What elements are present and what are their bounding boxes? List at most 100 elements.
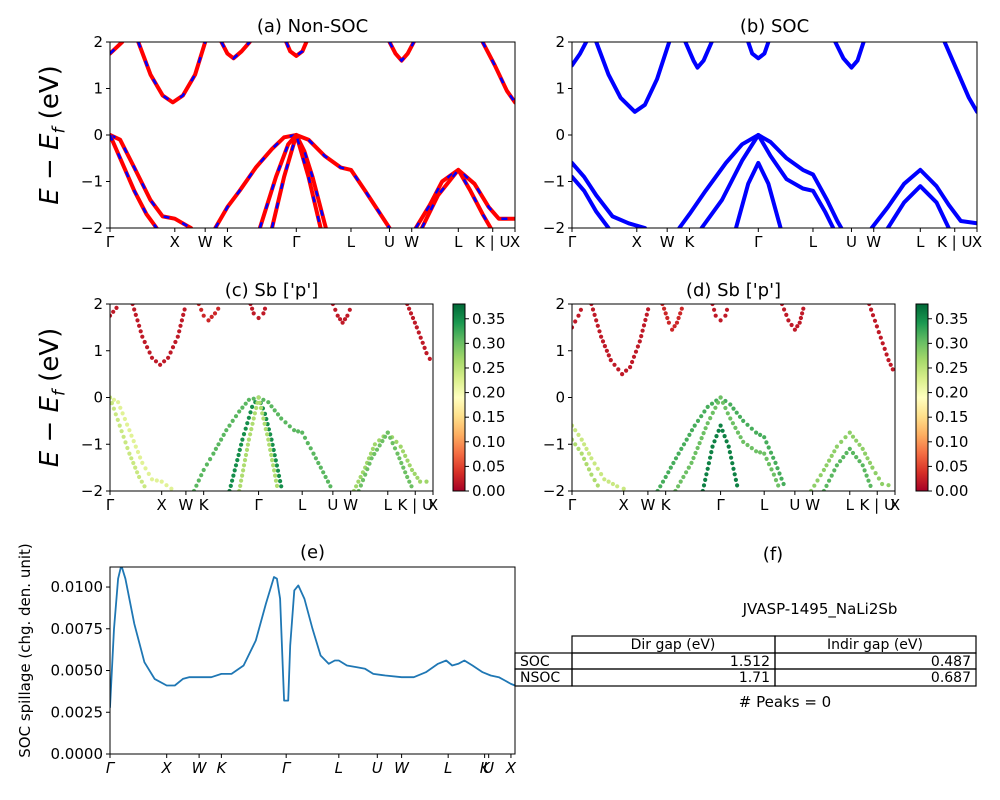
projected-band-point: [582, 456, 587, 461]
y-tick-label: 1: [555, 342, 565, 360]
projected-band-point: [139, 479, 144, 484]
projected-band-point: [776, 483, 781, 488]
y-tick-label: −2: [81, 219, 103, 237]
projected-band-point: [125, 445, 130, 451]
x-tick-label: Γ: [568, 233, 577, 251]
colorbar-tick-label: 0.30: [472, 334, 505, 352]
y-tick-label: −1: [543, 173, 565, 191]
projected-band-point: [118, 405, 123, 410]
x-tick-label: L: [809, 233, 818, 251]
projected-band-point: [394, 439, 399, 444]
projected-band-point: [850, 450, 856, 456]
projected-band-point: [666, 320, 672, 325]
projected-band-point: [313, 456, 318, 461]
projected-band-point: [399, 460, 404, 466]
projected-band-point: [884, 352, 889, 357]
projected-band-point: [272, 453, 277, 458]
projected-band-point: [287, 424, 292, 429]
projected-band-point: [241, 468, 246, 473]
projected-band-point: [608, 358, 613, 363]
projected-band-point: [232, 468, 237, 473]
y-tick-label: 0.0100: [51, 578, 104, 596]
projected-band-point: [263, 427, 268, 432]
projected-band-point: [628, 365, 633, 370]
band-line-dashed: [388, 42, 415, 63]
projected-band-point: [695, 445, 700, 451]
projected-band-point: [678, 479, 683, 484]
projected-band-point: [237, 447, 242, 452]
projected-band-point: [867, 304, 872, 307]
projected-band-point: [595, 323, 600, 328]
x-tick-label: X: [428, 496, 438, 514]
projected-band-point: [170, 345, 176, 350]
band-line: [110, 567, 515, 709]
projected-band-point: [418, 335, 423, 340]
x-tick-label: U: [846, 233, 857, 251]
projected-band-point: [116, 400, 121, 405]
projected-band-point: [246, 415, 251, 420]
projected-band-point: [633, 349, 639, 354]
projected-band-point: [576, 313, 581, 318]
projected-band-point: [637, 339, 642, 344]
projected-band-point: [246, 437, 251, 442]
x-tick-label: W: [198, 233, 213, 251]
plot-area: [572, 42, 977, 228]
projected-band-point: [412, 320, 417, 325]
projected-band-point: [248, 432, 253, 437]
projected-band-point: [758, 432, 763, 437]
projected-band-point: [345, 313, 350, 318]
colorbar-tick-label: 0.30: [935, 334, 968, 352]
y-tick-label: 0: [93, 126, 103, 144]
projected-band-point: [137, 474, 142, 480]
projected-band-point: [705, 466, 710, 471]
projected-band-point: [356, 479, 361, 484]
x-tick-label: L: [916, 233, 925, 251]
projected-band-point: [599, 334, 604, 339]
projected-band-point: [576, 446, 581, 451]
projected-band-point: [724, 307, 730, 312]
projected-band-point: [720, 428, 725, 433]
colorbar: [452, 303, 466, 492]
projected-band-point: [762, 451, 767, 456]
colorbar-tick-label: 0.05: [472, 457, 505, 475]
projected-band-point: [129, 456, 134, 461]
projected-band-point: [335, 313, 340, 318]
projected-band-point: [713, 313, 718, 318]
y-tick-label: 1: [555, 80, 565, 98]
projected-band-point: [701, 483, 707, 488]
projected-band-point: [270, 458, 275, 463]
projected-band-point: [854, 455, 859, 460]
projected-band-point: [356, 488, 361, 491]
projected-band-point: [261, 416, 266, 421]
projected-band-point: [279, 484, 284, 489]
projected-band-point: [244, 447, 250, 452]
projected-band-point: [870, 465, 875, 470]
projected-band-point: [729, 455, 734, 460]
band-line: [885, 184, 951, 228]
projected-band-point: [278, 479, 283, 484]
projected-band-point: [686, 465, 691, 470]
projected-band-point: [110, 395, 113, 400]
projected-band-point: [735, 430, 741, 435]
projected-band-point: [113, 412, 118, 417]
projected-band-point: [829, 473, 834, 478]
projected-band-point: [730, 421, 736, 426]
projected-band-point: [269, 437, 274, 442]
band-line: [136, 42, 208, 105]
projected-band-point: [153, 359, 159, 364]
projected-band-point: [358, 483, 363, 488]
x-tick-label: K | U: [475, 233, 510, 251]
y-tick-label: −2: [543, 219, 565, 237]
projected-band-point: [256, 315, 261, 321]
projected-band-point: [342, 317, 348, 322]
projected-band-point: [639, 334, 644, 339]
band-line: [572, 160, 647, 228]
projected-band-point: [606, 479, 611, 484]
projected-band-point: [405, 304, 410, 307]
projected-band-point: [168, 350, 173, 355]
table-row-label-soc: SOC: [520, 654, 550, 670]
projected-band-point: [815, 478, 820, 483]
band-line: [869, 167, 977, 228]
projected-band-point: [689, 428, 695, 433]
projected-band-point: [408, 311, 414, 316]
